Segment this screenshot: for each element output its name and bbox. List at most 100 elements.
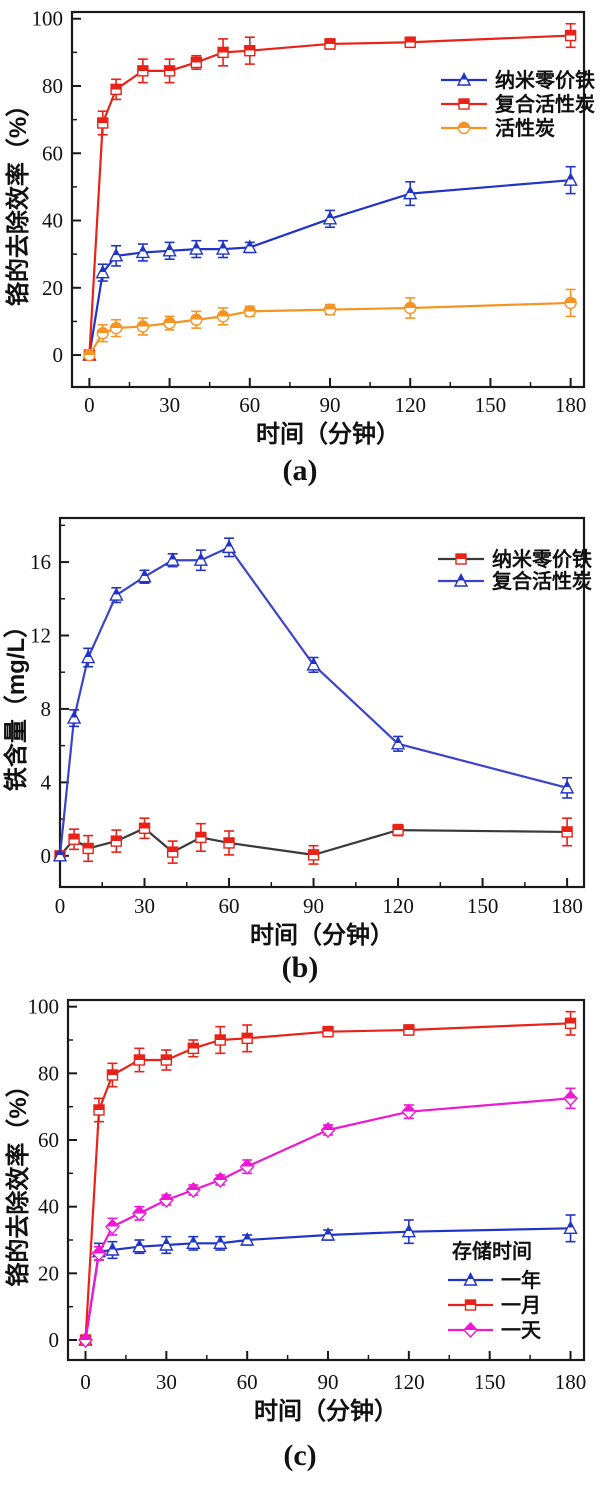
y-tick-label: 20 — [42, 276, 63, 300]
legend-marker — [455, 553, 467, 565]
x-tick-label: 60 — [239, 393, 260, 417]
square-marker — [163, 65, 176, 77]
legend-marker — [463, 1321, 478, 1339]
x-tick-label: 0 — [55, 894, 66, 918]
series-1-markers — [52, 539, 575, 862]
legend-label: 一天 — [501, 1320, 542, 1342]
diamond-marker — [158, 1191, 174, 1209]
triangle-marker — [320, 1226, 336, 1241]
legend-label: 复合活性炭 — [494, 92, 595, 116]
x-tick-label: 90 — [318, 1370, 339, 1394]
y-tick-label: 80 — [42, 74, 63, 98]
triangle-marker — [162, 242, 177, 257]
triangle-marker — [240, 1231, 255, 1246]
square-marker — [110, 835, 123, 847]
square-marker — [137, 65, 149, 77]
circle-marker — [163, 316, 176, 330]
triangle-marker — [563, 1220, 578, 1235]
triangle-marker — [105, 1241, 120, 1256]
diamond-marker — [131, 1205, 147, 1222]
legend-label: 活性炭 — [495, 117, 555, 140]
triangle-marker — [193, 552, 209, 566]
x-tick-label: 150 — [474, 1370, 506, 1394]
series-0-markers — [78, 1220, 578, 1346]
square-marker — [133, 1054, 146, 1066]
diamond-marker — [239, 1158, 255, 1175]
legend-title: 存储时间 — [452, 1239, 532, 1263]
series-0-markers — [54, 822, 573, 862]
legend-marker — [456, 71, 472, 86]
chart-c-caption: (c) — [283, 1439, 317, 1472]
triangle-marker — [213, 1235, 228, 1250]
square-marker — [93, 1104, 105, 1116]
square-marker — [190, 56, 203, 69]
x-axis-title: 时间（分钟） — [256, 421, 400, 448]
triangle-marker — [165, 552, 180, 566]
square-marker — [138, 822, 151, 834]
x-tick-label: 150 — [467, 894, 499, 918]
diamond-marker — [78, 1331, 93, 1349]
y-axis-ticks — [68, 1005, 77, 1341]
square-marker — [324, 38, 336, 50]
plot-border — [70, 10, 586, 389]
square-marker — [392, 824, 404, 836]
legend-marker — [458, 98, 470, 110]
x-tick-label: 30 — [159, 393, 180, 417]
y-axis-ticks — [72, 17, 81, 357]
square-marker — [160, 1054, 173, 1066]
square-marker — [223, 837, 235, 849]
diamond-marker — [563, 1090, 578, 1107]
x-tick-label: 180 — [551, 894, 583, 918]
chart-a-canvas: 0 30 60 90 120 150 180 0 20 40 60 80 100 时间（分钟） 铬的去除效率… — [4, 7, 595, 448]
triangle-marker — [401, 1223, 417, 1238]
square-marker — [82, 842, 94, 855]
circle-marker — [96, 326, 109, 340]
chart-b-canvas: 0 30 60 90 120 150 180 0 4 8 12 16 时间（分钟） 铁含量（mg/L） 纳米… — [2, 516, 592, 949]
square-marker — [244, 44, 256, 57]
y-tick-label: 0 — [49, 1328, 60, 1352]
x-tick-label: 150 — [475, 393, 507, 417]
x-tick-label: 90 — [303, 894, 324, 918]
x-tick-label: 30 — [156, 1370, 177, 1394]
triangle-marker — [109, 587, 124, 601]
x-tick-label: 0 — [80, 1370, 91, 1394]
legend-label: 复合活性炭 — [491, 569, 592, 593]
triangle-marker — [52, 847, 68, 862]
x-tick-label: 0 — [84, 393, 95, 417]
legend-marker — [453, 572, 469, 587]
diamond-marker — [105, 1218, 120, 1235]
x-tick-label: 60 — [219, 894, 240, 918]
y-tick-label: 80 — [38, 1061, 59, 1085]
triangle-marker — [189, 241, 204, 255]
diamond-marker — [91, 1245, 107, 1262]
y-tick-label: 100 — [28, 995, 60, 1019]
y-tick-label: 60 — [38, 1128, 59, 1152]
series-2-markers — [78, 1090, 578, 1349]
legend-label: 一年 — [501, 1268, 541, 1292]
chart-panel-c: 0 30 60 90 120 150 180 0 20 40 60 80 100 时间（分钟） 铬的去除效率… — [0, 990, 600, 1490]
triangle-marker — [159, 1236, 174, 1251]
triangle-marker — [108, 247, 124, 262]
series-2-markers — [83, 296, 577, 362]
square-marker — [241, 1032, 253, 1045]
x-tick-label: 120 — [393, 1370, 425, 1394]
circle-marker — [190, 313, 203, 326]
triangle-marker — [403, 185, 418, 200]
y-axis-title: 铬的去除效率（%） — [4, 1073, 32, 1286]
square-marker — [195, 831, 207, 844]
y-tick-label: 0 — [41, 844, 52, 868]
square-marker — [217, 46, 229, 59]
x-tick-label: 60 — [237, 1370, 258, 1394]
square-marker — [322, 1025, 334, 1038]
triangle-marker — [563, 172, 578, 186]
y-tick-label: 40 — [42, 209, 63, 233]
legend-label: 纳米零价铁 — [495, 68, 595, 92]
triangle-marker — [81, 649, 96, 664]
x-tick-label: 120 — [394, 393, 426, 417]
x-axis-title: 时间（分钟） — [250, 922, 394, 949]
square-marker — [564, 29, 577, 42]
square-marker — [214, 1034, 226, 1046]
square-marker — [403, 1024, 415, 1036]
square-marker — [561, 826, 573, 838]
